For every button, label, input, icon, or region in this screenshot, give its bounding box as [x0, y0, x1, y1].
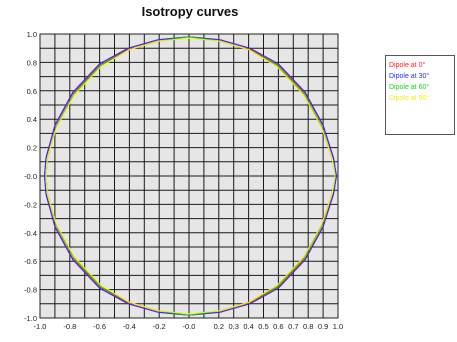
legend-entry-3: Dipole at 90° [389, 95, 430, 102]
x-tick-label: 0.8 [303, 322, 313, 331]
x-tick-label: 1.0 [333, 322, 343, 331]
series-line-3 [45, 37, 336, 315]
x-tick-label: 0.2 [214, 322, 224, 331]
y-tick-label: -0.8 [24, 286, 37, 295]
x-tick-label: -0.6 [93, 322, 106, 331]
legend: Dipole at 0° Dipole at 30° Dipole at 60° Di… [385, 55, 455, 135]
series-line-2 [45, 36, 336, 316]
y-tick-label: -1.0 [24, 314, 37, 323]
y-tick-label: 0.4 [27, 115, 37, 124]
y-tick-label: -0.4 [24, 229, 37, 238]
x-tick-label: 0.5 [258, 322, 268, 331]
legend-entry-0: Dipole at 0° [389, 62, 426, 69]
x-tick-label: -0.8 [63, 322, 76, 331]
x-tick-label: -0.0 [183, 322, 196, 331]
x-tick-label: 0.9 [318, 322, 328, 331]
x-tick-label: -1.0 [34, 322, 47, 331]
y-tick-label: -0.2 [24, 200, 37, 209]
x-tick-label: 0.4 [243, 322, 253, 331]
x-tick-label: 0.3 [228, 322, 238, 331]
y-tick-label: -0.0 [24, 172, 37, 181]
y-tick-label: 0.6 [27, 87, 37, 96]
x-tick-label: -0.2 [153, 322, 166, 331]
legend-entry-1: Dipole at 30° [389, 73, 430, 80]
x-tick-label: 0.6 [273, 322, 283, 331]
x-tick-label: 0.7 [288, 322, 298, 331]
chart-title: Isotropy curves [141, 4, 239, 19]
y-tick-label: 1.0 [27, 30, 37, 39]
y-tick-label: -0.6 [24, 257, 37, 266]
y-tick-label: 0.8 [27, 58, 37, 67]
x-tick-label: -0.4 [123, 322, 136, 331]
y-tick-label: 0.2 [27, 144, 37, 153]
legend-entry-2: Dipole at 60° [389, 84, 430, 91]
